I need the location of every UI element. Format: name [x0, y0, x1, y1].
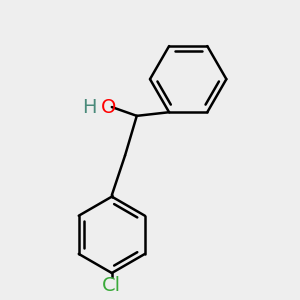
Text: H: H [82, 98, 97, 116]
Text: Cl: Cl [102, 276, 122, 295]
Text: O: O [101, 98, 117, 116]
